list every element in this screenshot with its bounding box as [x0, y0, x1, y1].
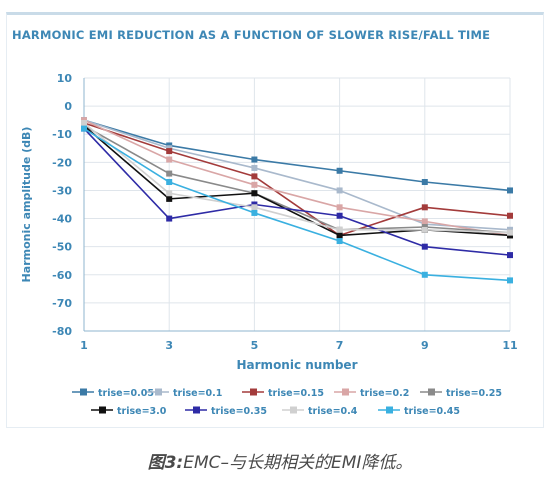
- figure-caption: 图3:EMC–与长期相关的EMI降低。: [0, 448, 560, 473]
- data-point: [166, 170, 173, 177]
- x-tick-label: 9: [421, 339, 429, 352]
- data-point: [251, 181, 258, 188]
- data-point: [336, 238, 343, 245]
- legend-swatch: [250, 388, 257, 396]
- data-point: [251, 204, 258, 211]
- y-axis-label: Harmonic amplitude (dB): [20, 127, 33, 283]
- data-point: [166, 179, 173, 186]
- y-tick-label: -40: [52, 213, 72, 226]
- data-point: [251, 190, 258, 197]
- legend-swatch: [386, 406, 393, 414]
- series-line: [83, 122, 511, 237]
- data-point: [336, 187, 343, 194]
- legend-swatch: [80, 388, 87, 396]
- legend-swatch: [342, 388, 349, 396]
- data-point: [166, 215, 173, 222]
- data-point: [251, 156, 258, 163]
- series-line: [83, 125, 511, 234]
- data-point: [336, 167, 343, 174]
- data-point: [421, 179, 428, 186]
- data-point: [421, 204, 428, 211]
- data-point: [166, 195, 173, 202]
- caption-text: EMC–与长期相关的EMI降低。: [183, 453, 413, 473]
- y-tick-label: -20: [52, 156, 72, 169]
- data-point: [166, 156, 173, 163]
- series-line: [83, 119, 511, 231]
- legend-label: trise=0.2: [360, 388, 409, 399]
- data-point: [336, 204, 343, 211]
- legend-swatch: [290, 406, 297, 414]
- y-tick-label: -50: [52, 241, 72, 254]
- data-point: [421, 243, 428, 250]
- data-point: [507, 187, 513, 194]
- data-point: [336, 232, 343, 239]
- data-point: [507, 212, 513, 219]
- x-tick-label: 3: [165, 339, 173, 352]
- data-point: [507, 277, 513, 284]
- data-point: [507, 252, 513, 259]
- legend-label: trise=0.1: [173, 388, 222, 399]
- data-point: [336, 212, 343, 219]
- y-tick-label: -60: [52, 269, 72, 282]
- data-point: [421, 226, 428, 233]
- data-point: [421, 271, 428, 278]
- chart-title: HARMONIC EMI REDUCTION AS A FUNCTION OF …: [12, 28, 491, 42]
- legend-swatch: [155, 388, 162, 396]
- series-line: [83, 119, 511, 237]
- legend-label: trise=0.25: [446, 388, 502, 399]
- data-point: [166, 190, 173, 197]
- legend-label: trise=0.05: [98, 388, 154, 399]
- y-tick-label: 10: [57, 72, 73, 85]
- legend-label: trise=0.45: [404, 406, 460, 417]
- legend-label: trise=0.35: [211, 406, 267, 417]
- series-line: [83, 122, 511, 234]
- series-line: [83, 128, 511, 256]
- legend-swatch: [193, 406, 200, 414]
- legend-swatch: [428, 388, 435, 396]
- x-tick-label: 1: [80, 339, 88, 352]
- legend-label: trise=0.4: [308, 406, 358, 417]
- y-tick-label: -30: [52, 184, 72, 197]
- x-tick-label: 11: [502, 339, 517, 352]
- series-line: [83, 127, 511, 282]
- x-axis-label: Harmonic number: [237, 358, 358, 372]
- y-tick-label: -80: [52, 325, 72, 338]
- y-tick-label: -70: [52, 297, 72, 310]
- data-point: [251, 209, 258, 216]
- x-tick-label: 7: [336, 339, 344, 352]
- legend-label: trise=0.15: [268, 388, 324, 399]
- legend-swatch: [99, 406, 106, 414]
- y-tick-label: -10: [52, 128, 72, 141]
- plot-area: [84, 78, 510, 331]
- data-point: [166, 148, 173, 155]
- data-point: [421, 218, 428, 225]
- x-tick-label: 5: [251, 339, 259, 352]
- data-point: [81, 125, 87, 132]
- data-point: [336, 226, 343, 233]
- data-point: [251, 164, 258, 171]
- caption-prefix: 图3:: [147, 453, 184, 473]
- data-point: [251, 173, 258, 180]
- y-tick-label: 0: [64, 100, 72, 113]
- legend-label: trise=3.0: [117, 406, 167, 417]
- series-line: [83, 119, 511, 192]
- data-point: [81, 119, 87, 126]
- data-point: [507, 229, 513, 236]
